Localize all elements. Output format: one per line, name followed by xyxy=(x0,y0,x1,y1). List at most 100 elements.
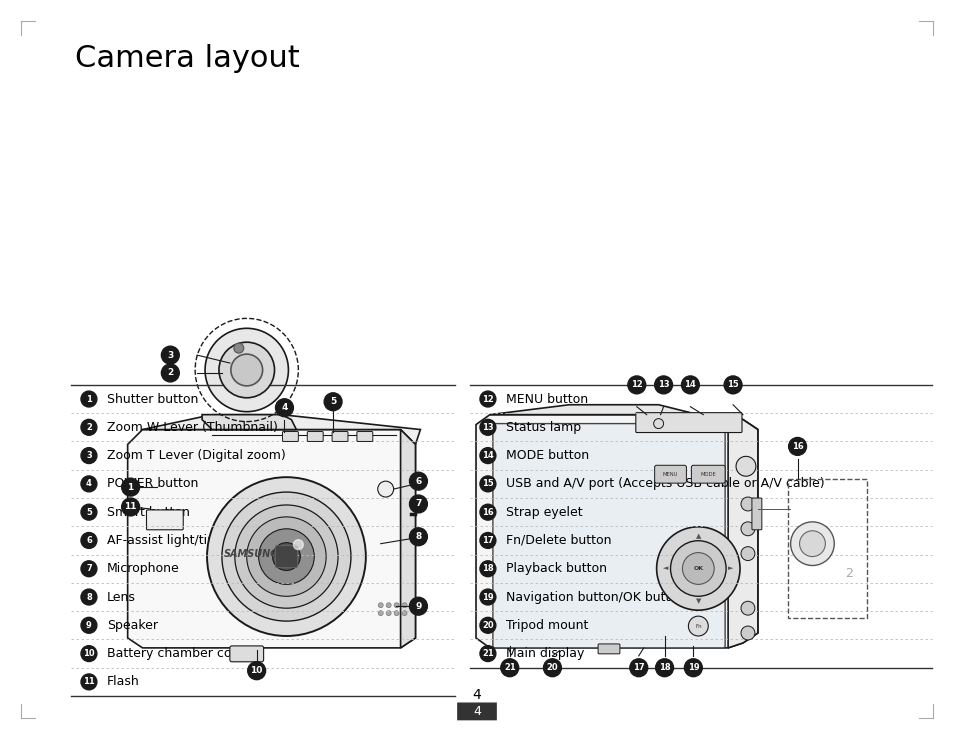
Circle shape xyxy=(81,646,97,661)
Text: 1: 1 xyxy=(86,395,91,403)
Text: USB and A/V port (Accepts USB cable or A/V cable): USB and A/V port (Accepts USB cable or A… xyxy=(505,477,823,491)
Text: ◄: ◄ xyxy=(662,565,667,571)
Circle shape xyxy=(81,419,97,435)
Text: 10: 10 xyxy=(83,649,94,658)
Circle shape xyxy=(248,662,265,680)
Circle shape xyxy=(740,626,754,640)
Text: 15: 15 xyxy=(481,480,494,488)
Text: 11: 11 xyxy=(83,678,94,687)
Circle shape xyxy=(401,610,407,616)
Text: Fn: Fn xyxy=(695,624,700,629)
Text: 5: 5 xyxy=(330,398,335,406)
Text: 2: 2 xyxy=(844,567,852,580)
Circle shape xyxy=(479,617,496,633)
Circle shape xyxy=(81,476,97,492)
Text: 5: 5 xyxy=(86,508,91,517)
Circle shape xyxy=(394,603,398,607)
Circle shape xyxy=(81,504,97,520)
Circle shape xyxy=(409,528,427,545)
Text: 8: 8 xyxy=(86,593,91,602)
Text: ▼: ▼ xyxy=(695,599,700,605)
Text: AF-assist light/timer lamp: AF-assist light/timer lamp xyxy=(107,534,267,547)
Text: 2: 2 xyxy=(167,369,173,378)
Circle shape xyxy=(81,561,97,576)
Text: 14: 14 xyxy=(684,381,696,389)
Circle shape xyxy=(275,399,294,417)
Circle shape xyxy=(655,658,673,677)
Text: 4: 4 xyxy=(86,480,91,488)
Circle shape xyxy=(81,589,97,605)
Text: 10: 10 xyxy=(251,667,263,675)
FancyBboxPatch shape xyxy=(456,703,497,721)
Text: MODE button: MODE button xyxy=(505,449,588,462)
Circle shape xyxy=(740,547,754,561)
Circle shape xyxy=(401,603,407,607)
Polygon shape xyxy=(476,415,757,648)
Circle shape xyxy=(231,354,262,386)
Text: 9: 9 xyxy=(86,621,91,630)
Text: 2: 2 xyxy=(86,423,91,432)
Text: 7: 7 xyxy=(86,565,91,573)
Circle shape xyxy=(479,504,496,520)
Polygon shape xyxy=(202,415,296,429)
Circle shape xyxy=(394,610,398,616)
Text: Camera layout: Camera layout xyxy=(75,44,299,73)
Circle shape xyxy=(258,529,314,585)
Text: MENU button: MENU button xyxy=(505,392,587,406)
Circle shape xyxy=(799,531,824,556)
Text: 1: 1 xyxy=(128,483,133,491)
Text: 15: 15 xyxy=(726,381,739,389)
Circle shape xyxy=(222,492,351,621)
Circle shape xyxy=(409,472,427,490)
FancyBboxPatch shape xyxy=(751,498,761,530)
Text: 19: 19 xyxy=(481,593,494,602)
Circle shape xyxy=(386,603,391,607)
Text: Flash: Flash xyxy=(107,675,139,689)
Circle shape xyxy=(680,376,699,394)
Circle shape xyxy=(627,376,645,394)
Polygon shape xyxy=(727,415,757,648)
Circle shape xyxy=(81,448,97,463)
Circle shape xyxy=(161,346,179,364)
FancyBboxPatch shape xyxy=(230,646,263,662)
Circle shape xyxy=(736,457,755,476)
FancyBboxPatch shape xyxy=(307,432,323,441)
FancyBboxPatch shape xyxy=(598,644,619,654)
Circle shape xyxy=(161,364,179,382)
Circle shape xyxy=(681,553,714,585)
FancyBboxPatch shape xyxy=(493,423,724,648)
Text: 18: 18 xyxy=(481,565,494,573)
Text: Battery chamber cover: Battery chamber cover xyxy=(107,647,252,660)
Circle shape xyxy=(81,391,97,407)
Text: Tripod mount: Tripod mount xyxy=(505,619,588,632)
Text: MENU: MENU xyxy=(662,471,678,477)
Text: 18: 18 xyxy=(659,663,670,672)
Circle shape xyxy=(377,481,394,497)
Circle shape xyxy=(670,541,725,596)
Circle shape xyxy=(294,539,303,550)
Text: 21: 21 xyxy=(481,649,494,658)
Text: Speaker: Speaker xyxy=(107,619,157,632)
FancyBboxPatch shape xyxy=(691,466,724,483)
Text: 3: 3 xyxy=(86,451,91,460)
Polygon shape xyxy=(400,429,415,648)
Circle shape xyxy=(273,542,300,571)
Text: Smart button: Smart button xyxy=(107,505,190,519)
Text: 13: 13 xyxy=(481,423,494,432)
Circle shape xyxy=(788,437,805,455)
Text: 12: 12 xyxy=(481,395,494,403)
Text: ►: ► xyxy=(728,565,733,571)
Text: 16: 16 xyxy=(481,508,494,517)
Text: MODE: MODE xyxy=(700,471,716,477)
Text: 20: 20 xyxy=(481,621,494,630)
Text: 17: 17 xyxy=(632,663,644,672)
Polygon shape xyxy=(142,415,420,444)
Circle shape xyxy=(479,476,496,492)
Text: 4: 4 xyxy=(473,705,480,718)
Circle shape xyxy=(122,478,139,496)
Circle shape xyxy=(234,505,337,608)
Circle shape xyxy=(377,610,383,616)
FancyBboxPatch shape xyxy=(356,432,373,441)
Text: 21: 21 xyxy=(503,663,515,672)
Circle shape xyxy=(479,589,496,605)
